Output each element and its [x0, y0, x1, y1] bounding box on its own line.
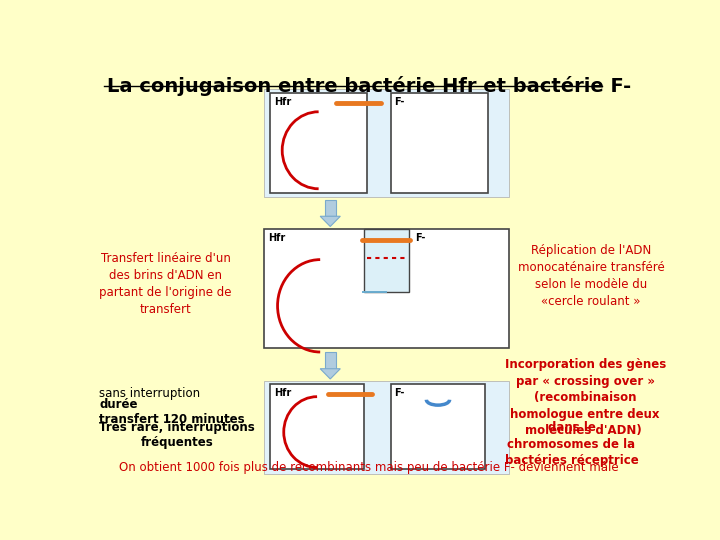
- Text: La conjugaison entre bactérie Hfr et bactérie F-: La conjugaison entre bactérie Hfr et bac…: [107, 76, 631, 96]
- Text: F-: F-: [415, 233, 425, 244]
- Text: Transfert linéaire d'un
des brins d'ADN en
partant de l'origine de
transfert: Transfert linéaire d'un des brins d'ADN …: [99, 252, 232, 316]
- Bar: [325, 200, 336, 216]
- Text: Hfr: Hfr: [274, 97, 291, 107]
- Text: F-: F-: [395, 97, 405, 107]
- Text: sans interruption: sans interruption: [99, 387, 204, 401]
- Text: Hfr: Hfr: [269, 233, 286, 244]
- Text: Réplication de l'ADN
monocaténaire transféré
selon le modèle du
«cercle roulant : Réplication de l'ADN monocaténaire trans…: [518, 244, 665, 308]
- Bar: [264, 229, 508, 348]
- Bar: [270, 92, 366, 193]
- Text: Très rare, interruptions
fréquentes: Très rare, interruptions fréquentes: [99, 421, 255, 449]
- Bar: [264, 381, 508, 474]
- Text: Hfr: Hfr: [274, 388, 291, 398]
- Polygon shape: [320, 369, 341, 379]
- Bar: [270, 384, 364, 469]
- Text: F-: F-: [395, 388, 405, 398]
- Text: On obtient 1000 fois plus de recombinants mais peu de bactérie F- deviennent mâl: On obtient 1000 fois plus de recombinant…: [120, 462, 618, 475]
- Text: durée
transfert 120 minutes: durée transfert 120 minutes: [99, 398, 245, 426]
- Bar: [391, 92, 487, 193]
- Bar: [364, 229, 408, 292]
- Text: dans le
chromosomes de la
bactéries réceptrice: dans le chromosomes de la bactéries réce…: [505, 421, 639, 467]
- Bar: [325, 352, 336, 369]
- Bar: [391, 384, 485, 469]
- Bar: [264, 90, 508, 197]
- Text: Incorporation des gènes
par « crossing over »
(recombinaison
homologue entre deu: Incorporation des gènes par « crossing o…: [505, 358, 666, 437]
- Polygon shape: [320, 216, 341, 226]
